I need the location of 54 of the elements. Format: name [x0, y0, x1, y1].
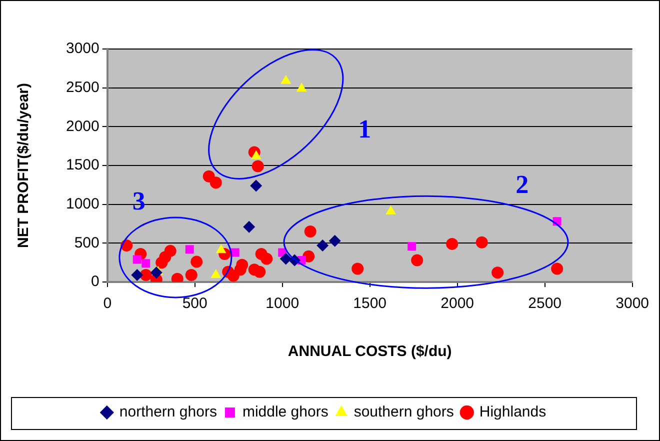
y-tick-label: 1000: [66, 195, 100, 212]
y-tick-label: 1500: [66, 156, 100, 174]
point: [185, 269, 198, 282]
point: [250, 180, 262, 192]
point: [234, 264, 246, 276]
x-tick-label: 1500: [353, 295, 387, 312]
point: [280, 74, 292, 84]
point: [150, 266, 162, 279]
x-tick-label: 3000: [616, 295, 650, 312]
point: [408, 242, 416, 251]
point: [280, 252, 292, 265]
point: [252, 160, 264, 172]
legend-label: southern ghors: [354, 404, 454, 421]
point: [476, 236, 488, 248]
point: [551, 262, 564, 275]
point: [185, 245, 194, 254]
point: [328, 234, 341, 247]
point: [296, 82, 307, 92]
point: [254, 266, 266, 278]
x-tick-label: 1000: [266, 295, 300, 312]
y-axis-title: NET PROFIT($/du/year): [15, 82, 32, 248]
y-tick-label: 0: [91, 273, 100, 290]
point: [216, 244, 226, 254]
point: [132, 255, 142, 264]
point: [250, 150, 262, 160]
point: [304, 226, 316, 238]
point: [243, 220, 256, 233]
point: [164, 244, 176, 257]
x-tick-label: 0: [103, 295, 112, 312]
y-tick-label: 2000: [66, 118, 100, 135]
y-tick-label: 500: [74, 234, 100, 252]
point: [446, 238, 458, 250]
point: [210, 269, 222, 278]
point: [316, 239, 329, 252]
point: [260, 252, 273, 265]
x-tick-label: 500: [182, 295, 208, 312]
point: [131, 269, 144, 282]
x-tick-label: 2500: [528, 295, 562, 312]
legend-label: Highlands: [479, 404, 546, 421]
x-tick-label: 2000: [440, 295, 474, 312]
point: [352, 262, 364, 275]
legend-label: middle ghors: [242, 404, 328, 421]
point: [190, 256, 203, 268]
point: [492, 266, 504, 279]
point: [411, 254, 424, 266]
point: [386, 205, 396, 214]
legend-label: northern ghors: [119, 404, 217, 421]
point: [210, 176, 222, 189]
y-tick-label: 3000: [66, 40, 100, 58]
annotation: 2: [516, 170, 529, 200]
point: [142, 259, 150, 268]
point: [230, 248, 240, 257]
y-tick-label: 2500: [66, 78, 100, 96]
x-axis-title: ANNUAL COSTS ($/du): [288, 343, 452, 360]
